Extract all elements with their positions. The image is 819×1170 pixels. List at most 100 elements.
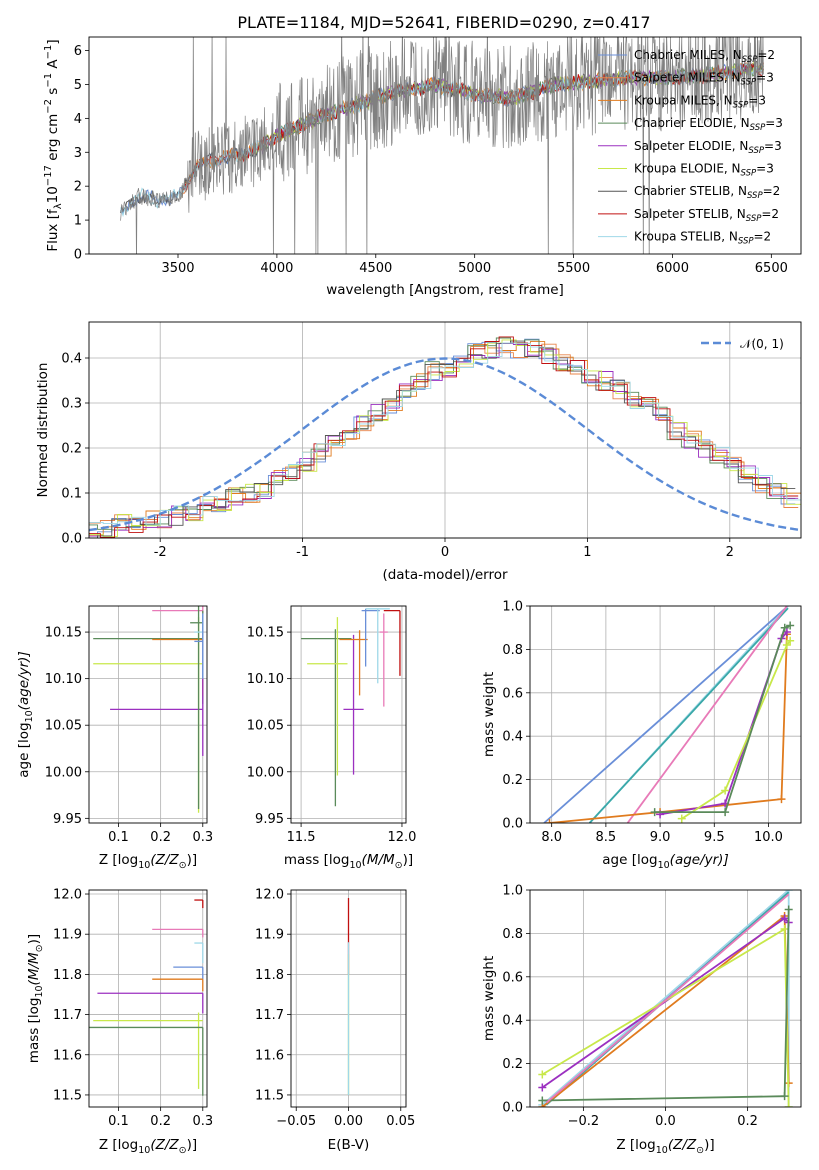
x-label-part: age [log bbox=[602, 852, 657, 868]
x-tick-label: 6000 bbox=[656, 261, 689, 276]
x-label-part: Z [log bbox=[99, 852, 138, 868]
y-tick-label: 10.00 bbox=[45, 765, 82, 780]
mass-vs-ebv-panel: −0.05 0.00 0.05 11.5 11.6 11.7 11.8 11.9 12.0 E(B… bbox=[255, 888, 415, 1153]
legend-sub: SSP bbox=[738, 237, 754, 247]
x-label-sub: 10 bbox=[349, 860, 361, 871]
y-label-sub: 10 bbox=[24, 710, 35, 722]
legend-sub: SSP bbox=[748, 146, 764, 156]
x-tick-label: 6500 bbox=[755, 261, 788, 276]
legend-entry: Kroupa STELIB, NSSP=2 bbox=[634, 230, 771, 247]
y-tick-label: 11.9 bbox=[255, 928, 284, 943]
y-tick-label: 0.4 bbox=[502, 730, 523, 745]
x-tick-label: 0.05 bbox=[386, 1114, 415, 1129]
x-label-part: (Z/Z bbox=[150, 852, 179, 868]
y-tick-label: 0.3 bbox=[61, 397, 82, 412]
residual-histogram-series bbox=[89, 339, 801, 537]
y-tick-label: 1.0 bbox=[502, 884, 523, 899]
weight-point-marker bbox=[784, 905, 793, 914]
x-axis-label: age [log10(age/yr)] bbox=[602, 852, 728, 871]
legend-text: Kroupa ELODIE, N bbox=[634, 162, 741, 176]
observed-spectrum-line bbox=[120, 37, 764, 254]
weight-series-line bbox=[626, 606, 788, 823]
weight-point-marker bbox=[677, 814, 686, 823]
legend-sub: SSP bbox=[741, 169, 757, 179]
legend-entry: Chabrier ELODIE, NSSP=3 bbox=[634, 116, 783, 133]
spectrum-data bbox=[120, 37, 764, 254]
x-axis-label: Z [log10(Z/Z⊙)] bbox=[616, 1137, 714, 1156]
x-tick-label: 0.1 bbox=[108, 1114, 129, 1129]
x-tick-label: 5500 bbox=[557, 261, 590, 276]
x-label-sub: 10 bbox=[658, 860, 670, 871]
x-tick-label: 8.5 bbox=[596, 830, 617, 845]
legend-entry: Chabrier STELIB, NSSP=2 bbox=[634, 184, 780, 201]
weight-point-marker bbox=[780, 925, 789, 934]
y-label-part: mass [log bbox=[26, 998, 42, 1064]
legend-suffix: =3 bbox=[756, 162, 774, 176]
axes-frame bbox=[529, 605, 802, 824]
x-tick-label: -2 bbox=[154, 545, 167, 560]
axes-frame bbox=[290, 889, 407, 1108]
errorbar-data bbox=[301, 608, 401, 807]
legend-text: Chabrier MILES, N bbox=[634, 48, 742, 62]
y-tick-label: 11.8 bbox=[53, 968, 82, 983]
age-vs-mass-panel: 11.5 12.0 9.95 10.00 10.05 10.10 10.15 mass [lo… bbox=[247, 605, 416, 871]
weight-series-line bbox=[654, 624, 791, 813]
y-tick-label: 0.4 bbox=[502, 1014, 523, 1029]
y-tick-label: 0.4 bbox=[61, 352, 82, 367]
weight-data bbox=[538, 890, 793, 1107]
y-tick-label: 3 bbox=[74, 146, 82, 161]
x-axis-label: (data-model)/error bbox=[382, 567, 508, 583]
residual-histogram-series bbox=[89, 336, 799, 538]
x-tick-label: 5000 bbox=[458, 261, 491, 276]
x-axis-label: mass [log10(M/M⊙)] bbox=[284, 852, 413, 871]
y-tick-label: 0.2 bbox=[502, 1057, 523, 1072]
errorbar-data bbox=[93, 606, 204, 813]
legend-entry: 𝒩(0, 1) bbox=[740, 337, 784, 351]
y-tick-label: 10.05 bbox=[247, 719, 284, 734]
x-tick-label: 0.0 bbox=[655, 1114, 676, 1129]
x-tick-label: 8.0 bbox=[541, 830, 562, 845]
y-tick-label: 0.1 bbox=[61, 487, 82, 502]
x-tick-label: 11.5 bbox=[287, 830, 316, 845]
x-tick-label: 9.0 bbox=[650, 830, 671, 845]
weight-point-marker bbox=[786, 636, 795, 645]
legend-entry: Salpeter ELODIE, NSSP=3 bbox=[634, 139, 782, 156]
weight-vs-Z-panel: −0.2 0.0 0.2 0.0 0.2 0.4 0.6 0.8 1.0 Z [log10(Z/Z… bbox=[481, 884, 802, 1156]
y-axis-label: mass weight bbox=[481, 956, 497, 1041]
weight-series-line bbox=[549, 634, 788, 823]
residual-histogram-series bbox=[89, 337, 796, 531]
y-label-part: (M/M bbox=[26, 952, 42, 985]
weight-series-line bbox=[543, 606, 789, 823]
weight-point-marker bbox=[538, 1096, 547, 1105]
x-label-part: (Z/Z bbox=[668, 1137, 697, 1153]
legend-text: Kroupa STELIB, N bbox=[634, 230, 738, 244]
y-tick-label: 11.7 bbox=[53, 1008, 82, 1023]
weight-series-line bbox=[659, 631, 788, 816]
y-label-sup: −1 bbox=[43, 73, 54, 88]
weight-point-marker bbox=[780, 1092, 789, 1101]
weight-data bbox=[543, 606, 795, 823]
y-label-part: )] bbox=[26, 934, 42, 945]
y-tick-label: 10.00 bbox=[247, 765, 284, 780]
x-tick-label: 4500 bbox=[359, 261, 392, 276]
y-tick-label: 12.0 bbox=[255, 888, 284, 903]
y-tick-label: 10.10 bbox=[45, 672, 82, 687]
residuals-panel: -2 -1 0 1 2 0.0 0.1 0.2 0.3 0.4 (data-model)/error… bbox=[35, 321, 802, 583]
legend-suffix: =2 bbox=[763, 184, 781, 198]
y-label-part: erg cm bbox=[45, 114, 61, 165]
x-label-part: )] bbox=[187, 1137, 198, 1153]
y-label-sup: −17 bbox=[43, 165, 54, 186]
x-label-sub: ⊙ bbox=[395, 860, 403, 871]
weight-point-marker bbox=[650, 808, 659, 817]
residual-histogram-series bbox=[89, 342, 801, 526]
x-tick-label: 0.2 bbox=[150, 830, 171, 845]
y-label-part: (age/yr)] bbox=[16, 651, 32, 710]
legend-text: Salpeter STELIB, N bbox=[634, 207, 746, 221]
x-axis-label: Z [log10(Z/Z⊙)] bbox=[99, 852, 197, 871]
residual-histogram-series bbox=[89, 343, 799, 538]
x-tick-label: 10.0 bbox=[754, 830, 783, 845]
x-label-sub: 10 bbox=[138, 860, 150, 871]
x-tick-label: -1 bbox=[296, 545, 309, 560]
spectrum-panel: 3500 4000 4500 5000 5500 6000 6500 0 1 2 3 4 5 6 wavel… bbox=[43, 36, 802, 298]
